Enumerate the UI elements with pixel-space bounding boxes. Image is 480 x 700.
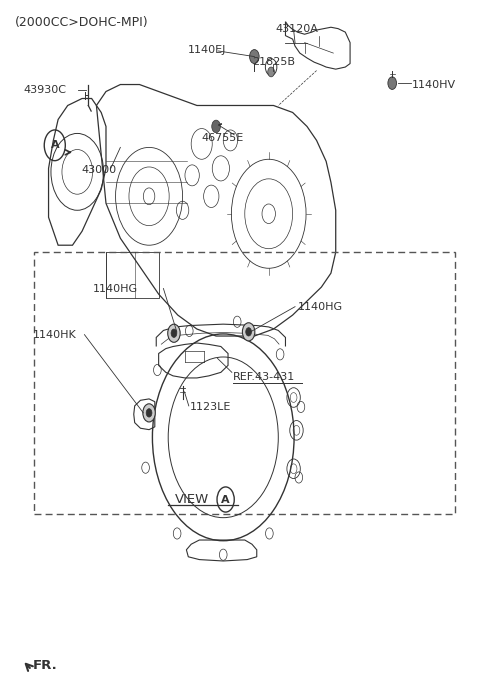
Text: FR.: FR. [33,659,58,672]
Text: A: A [50,140,59,150]
Text: 46755E: 46755E [202,133,244,144]
Circle shape [171,329,177,337]
Circle shape [168,324,180,342]
Text: (2000CC>DOHC-MPI): (2000CC>DOHC-MPI) [15,16,149,29]
Text: 1140HV: 1140HV [412,80,456,90]
Text: 1140HK: 1140HK [33,330,77,340]
Circle shape [212,120,220,133]
Circle shape [250,50,259,64]
Text: 43930C: 43930C [24,85,67,95]
Circle shape [246,328,252,336]
Circle shape [143,404,156,422]
Text: 1140HG: 1140HG [298,302,343,312]
Text: 43000: 43000 [81,164,116,175]
Circle shape [242,323,255,341]
Text: A: A [221,494,230,505]
Text: 1140HG: 1140HG [93,284,138,293]
Bar [34,252,456,514]
Circle shape [146,409,152,417]
Text: 21825B: 21825B [252,57,295,67]
Text: 1140EJ: 1140EJ [187,45,226,55]
Circle shape [268,67,275,77]
Text: 1123LE: 1123LE [190,402,231,412]
Text: 43120A: 43120A [276,24,319,34]
Text: REF.43-431: REF.43-431 [233,372,295,382]
Text: VIEW: VIEW [175,493,209,506]
Circle shape [388,77,396,90]
